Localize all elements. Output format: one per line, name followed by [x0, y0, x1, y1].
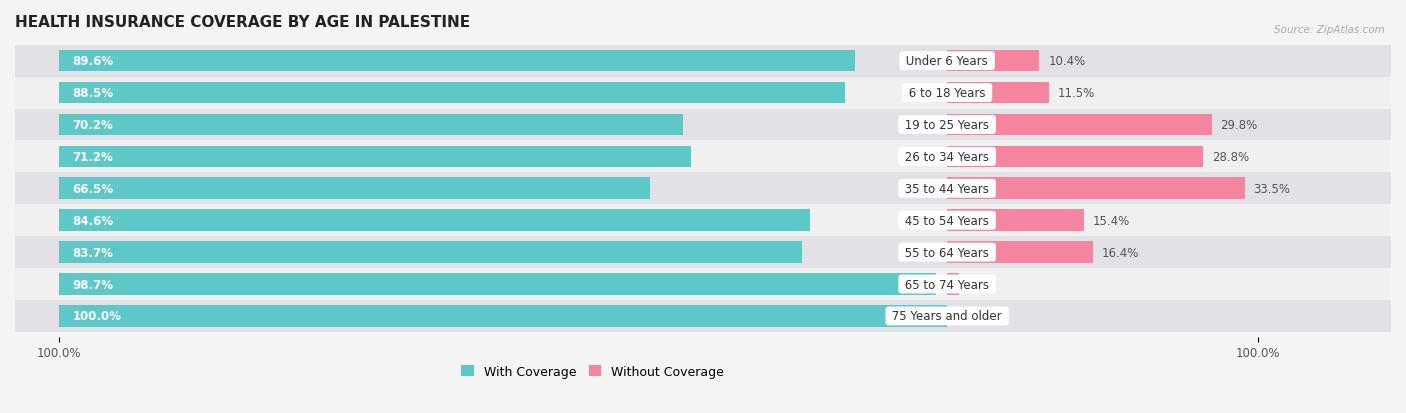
Bar [948, 146, 1202, 168]
Text: 10.4%: 10.4% [1049, 55, 1085, 68]
Bar [948, 242, 1092, 263]
Bar [0, 205, 1406, 237]
Text: 75 Years and older: 75 Years and older [889, 310, 1005, 323]
Text: 11.5%: 11.5% [1059, 87, 1095, 100]
Text: 66.5%: 66.5% [73, 183, 114, 195]
Bar [0, 77, 1406, 109]
Text: 83.7%: 83.7% [73, 246, 114, 259]
Text: 29.8%: 29.8% [1220, 119, 1258, 132]
Bar [59, 273, 935, 295]
Bar [0, 237, 1406, 268]
Text: Source: ZipAtlas.com: Source: ZipAtlas.com [1274, 25, 1385, 35]
Bar [0, 109, 1406, 141]
Bar [948, 210, 1084, 232]
Bar [0, 141, 1406, 173]
Text: 55 to 64 Years: 55 to 64 Years [901, 246, 993, 259]
Text: Under 6 Years: Under 6 Years [903, 55, 991, 68]
Text: 98.7%: 98.7% [73, 278, 114, 291]
Bar [59, 305, 948, 327]
Text: 0.0%: 0.0% [956, 310, 986, 323]
Text: 89.6%: 89.6% [73, 55, 114, 68]
Text: 100.0%: 100.0% [73, 310, 121, 323]
Bar [948, 114, 1212, 136]
Bar [59, 83, 845, 104]
Bar [948, 51, 1039, 72]
Text: 84.6%: 84.6% [73, 214, 114, 227]
Text: 28.8%: 28.8% [1212, 150, 1249, 164]
Bar [948, 178, 1244, 199]
Text: 45 to 54 Years: 45 to 54 Years [901, 214, 993, 227]
Bar [59, 210, 810, 232]
Text: 26 to 34 Years: 26 to 34 Years [901, 150, 993, 164]
Bar [0, 45, 1406, 77]
Text: 33.5%: 33.5% [1253, 183, 1291, 195]
Text: HEALTH INSURANCE COVERAGE BY AGE IN PALESTINE: HEALTH INSURANCE COVERAGE BY AGE IN PALE… [15, 15, 470, 30]
Text: 88.5%: 88.5% [73, 87, 114, 100]
Text: 1.3%: 1.3% [967, 278, 997, 291]
Legend: With Coverage, Without Coverage: With Coverage, Without Coverage [461, 365, 724, 378]
Bar [59, 146, 692, 168]
Text: 35 to 44 Years: 35 to 44 Years [901, 183, 993, 195]
Bar [59, 114, 682, 136]
Text: 16.4%: 16.4% [1101, 246, 1139, 259]
Bar [0, 300, 1406, 332]
Bar [59, 51, 855, 72]
Bar [59, 242, 803, 263]
Text: 19 to 25 Years: 19 to 25 Years [901, 119, 993, 132]
Bar [948, 83, 1049, 104]
Text: 15.4%: 15.4% [1092, 214, 1130, 227]
Bar [0, 173, 1406, 205]
Text: 6 to 18 Years: 6 to 18 Years [905, 87, 990, 100]
Bar [948, 273, 959, 295]
Text: 70.2%: 70.2% [73, 119, 114, 132]
Text: 71.2%: 71.2% [73, 150, 114, 164]
Bar [59, 178, 650, 199]
Bar [0, 268, 1406, 300]
Text: 65 to 74 Years: 65 to 74 Years [901, 278, 993, 291]
